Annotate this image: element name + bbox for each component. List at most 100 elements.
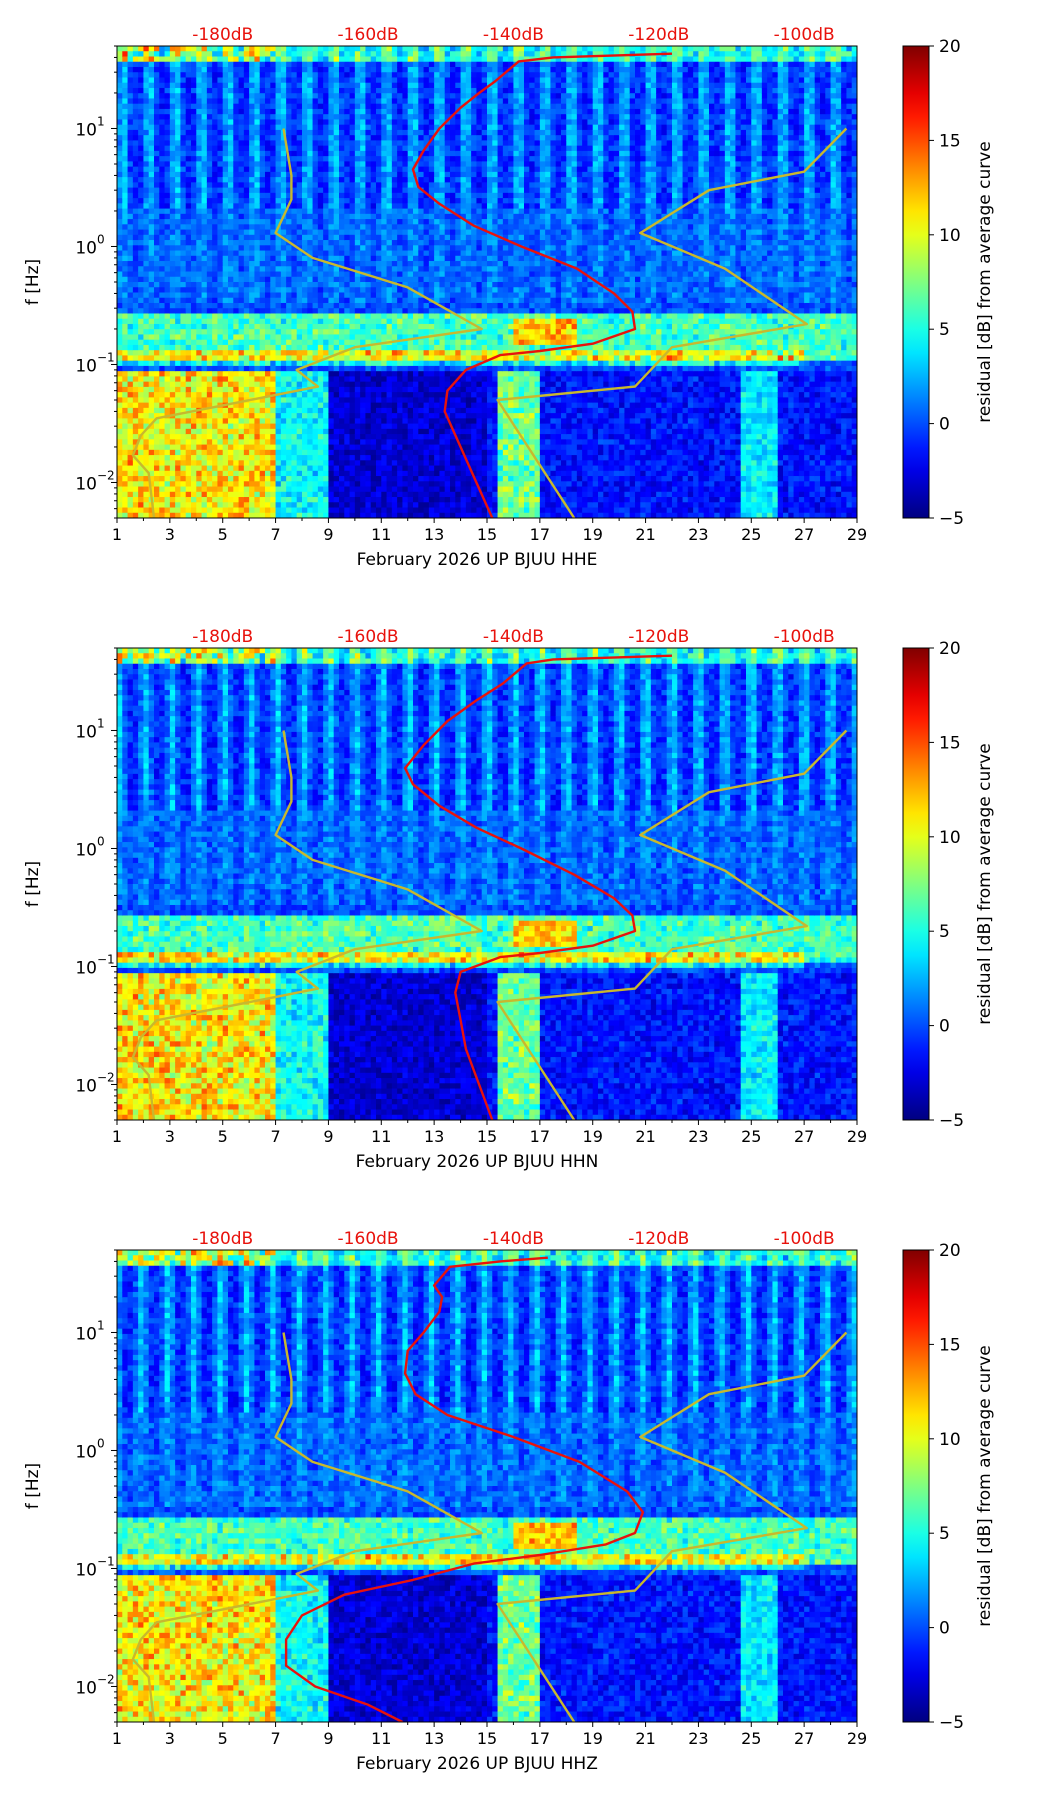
heatmap-cell xyxy=(128,109,134,115)
heatmap-cell xyxy=(381,46,387,52)
heatmap-cell xyxy=(143,403,149,409)
heatmap-cell xyxy=(212,319,218,325)
heatmap-cell xyxy=(122,240,128,246)
heatmap-cell xyxy=(307,151,313,157)
heatmap-cell xyxy=(344,450,350,456)
heatmap-cell xyxy=(291,261,297,267)
heatmap-cell xyxy=(207,429,213,435)
heatmap-cell xyxy=(207,172,213,178)
heatmap-cell xyxy=(392,140,398,146)
heatmap-cell xyxy=(307,434,313,440)
heatmap-cell xyxy=(149,450,155,456)
heatmap-cell xyxy=(365,93,371,99)
heatmap-cell xyxy=(254,460,260,466)
heatmap-cell xyxy=(233,413,239,419)
heatmap-cell xyxy=(381,140,387,146)
heatmap-cell xyxy=(323,198,329,204)
heatmap-cell xyxy=(297,135,303,141)
heatmap-cell xyxy=(180,334,186,340)
heatmap-cell xyxy=(128,193,134,199)
heatmap-cell xyxy=(291,203,297,209)
heatmap-cell xyxy=(291,350,297,356)
heatmap-cell xyxy=(191,308,197,314)
heatmap-cell xyxy=(207,193,213,199)
heatmap-cell xyxy=(202,182,208,188)
heatmap-cell xyxy=(122,209,128,215)
heatmap-cell xyxy=(339,219,345,225)
heatmap-cell xyxy=(244,51,250,57)
heatmap-cell xyxy=(191,303,197,309)
heatmap-cell xyxy=(334,98,340,104)
heatmap-cell xyxy=(186,324,192,330)
heatmap-cell xyxy=(307,114,313,120)
heatmap-cell xyxy=(313,77,319,83)
heatmap-cell xyxy=(186,424,192,430)
heatmap-cell xyxy=(249,256,255,262)
heatmap-cell xyxy=(159,261,165,267)
heatmap-cell xyxy=(180,177,186,183)
heatmap-cell xyxy=(339,188,345,194)
heatmap-cell xyxy=(344,476,350,482)
heatmap-cell xyxy=(392,125,398,131)
heatmap-cell xyxy=(149,292,155,298)
heatmap-cell xyxy=(344,272,350,278)
heatmap-cell xyxy=(254,151,260,157)
heatmap-cell xyxy=(149,146,155,152)
heatmap-cell xyxy=(170,109,176,115)
heatmap-cell xyxy=(254,298,260,304)
heatmap-cell xyxy=(265,182,271,188)
heatmap-cell xyxy=(360,460,366,466)
heatmap-cell xyxy=(276,77,282,83)
heatmap-cell xyxy=(133,51,139,57)
heatmap-cell xyxy=(328,62,334,68)
heatmap-cell xyxy=(365,460,371,466)
heatmap-cell xyxy=(170,403,176,409)
heatmap-cell xyxy=(402,156,408,162)
heatmap-cell xyxy=(254,83,260,89)
heatmap-cell xyxy=(376,245,382,251)
heatmap-cell xyxy=(265,104,271,110)
heatmap-cell xyxy=(207,460,213,466)
heatmap-cell xyxy=(355,151,361,157)
heatmap-cell xyxy=(381,240,387,246)
heatmap-cell xyxy=(387,355,393,361)
heatmap-cell xyxy=(313,235,319,241)
heatmap-cell xyxy=(180,72,186,78)
heatmap-cell xyxy=(165,439,171,445)
heatmap-cell xyxy=(165,219,171,225)
heatmap-cell xyxy=(371,476,377,482)
heatmap-cell xyxy=(254,224,260,230)
heatmap-cell xyxy=(318,282,324,288)
heatmap-cell xyxy=(291,439,297,445)
heatmap-cell xyxy=(402,256,408,262)
heatmap-cell xyxy=(159,256,165,262)
heatmap-cell xyxy=(323,397,329,403)
heatmap-cell xyxy=(270,277,276,283)
heatmap-cell xyxy=(143,355,149,361)
heatmap-cell xyxy=(365,56,371,62)
heatmap-cell xyxy=(270,292,276,298)
heatmap-cell xyxy=(371,193,377,199)
heatmap-cell xyxy=(376,298,382,304)
heatmap-cell xyxy=(350,303,356,309)
heatmap-cell xyxy=(328,140,334,146)
heatmap-cell xyxy=(281,292,287,298)
heatmap-cell xyxy=(186,62,192,68)
heatmap-cell xyxy=(297,361,303,367)
heatmap-cell xyxy=(212,261,218,267)
heatmap-cell xyxy=(138,292,144,298)
heatmap-cell xyxy=(154,308,160,314)
heatmap-cell xyxy=(270,460,276,466)
heatmap-cell xyxy=(323,240,329,246)
heatmap-cell xyxy=(233,119,239,125)
heatmap-cell xyxy=(260,230,266,236)
heatmap-cell xyxy=(339,450,345,456)
heatmap-cell xyxy=(239,219,245,225)
heatmap-cell xyxy=(344,439,350,445)
heatmap-cell xyxy=(128,382,134,388)
heatmap-cell xyxy=(376,261,382,267)
heatmap-cell xyxy=(260,182,266,188)
heatmap-cell xyxy=(371,172,377,178)
heatmap-cell xyxy=(133,408,139,414)
heatmap-cell xyxy=(138,235,144,241)
